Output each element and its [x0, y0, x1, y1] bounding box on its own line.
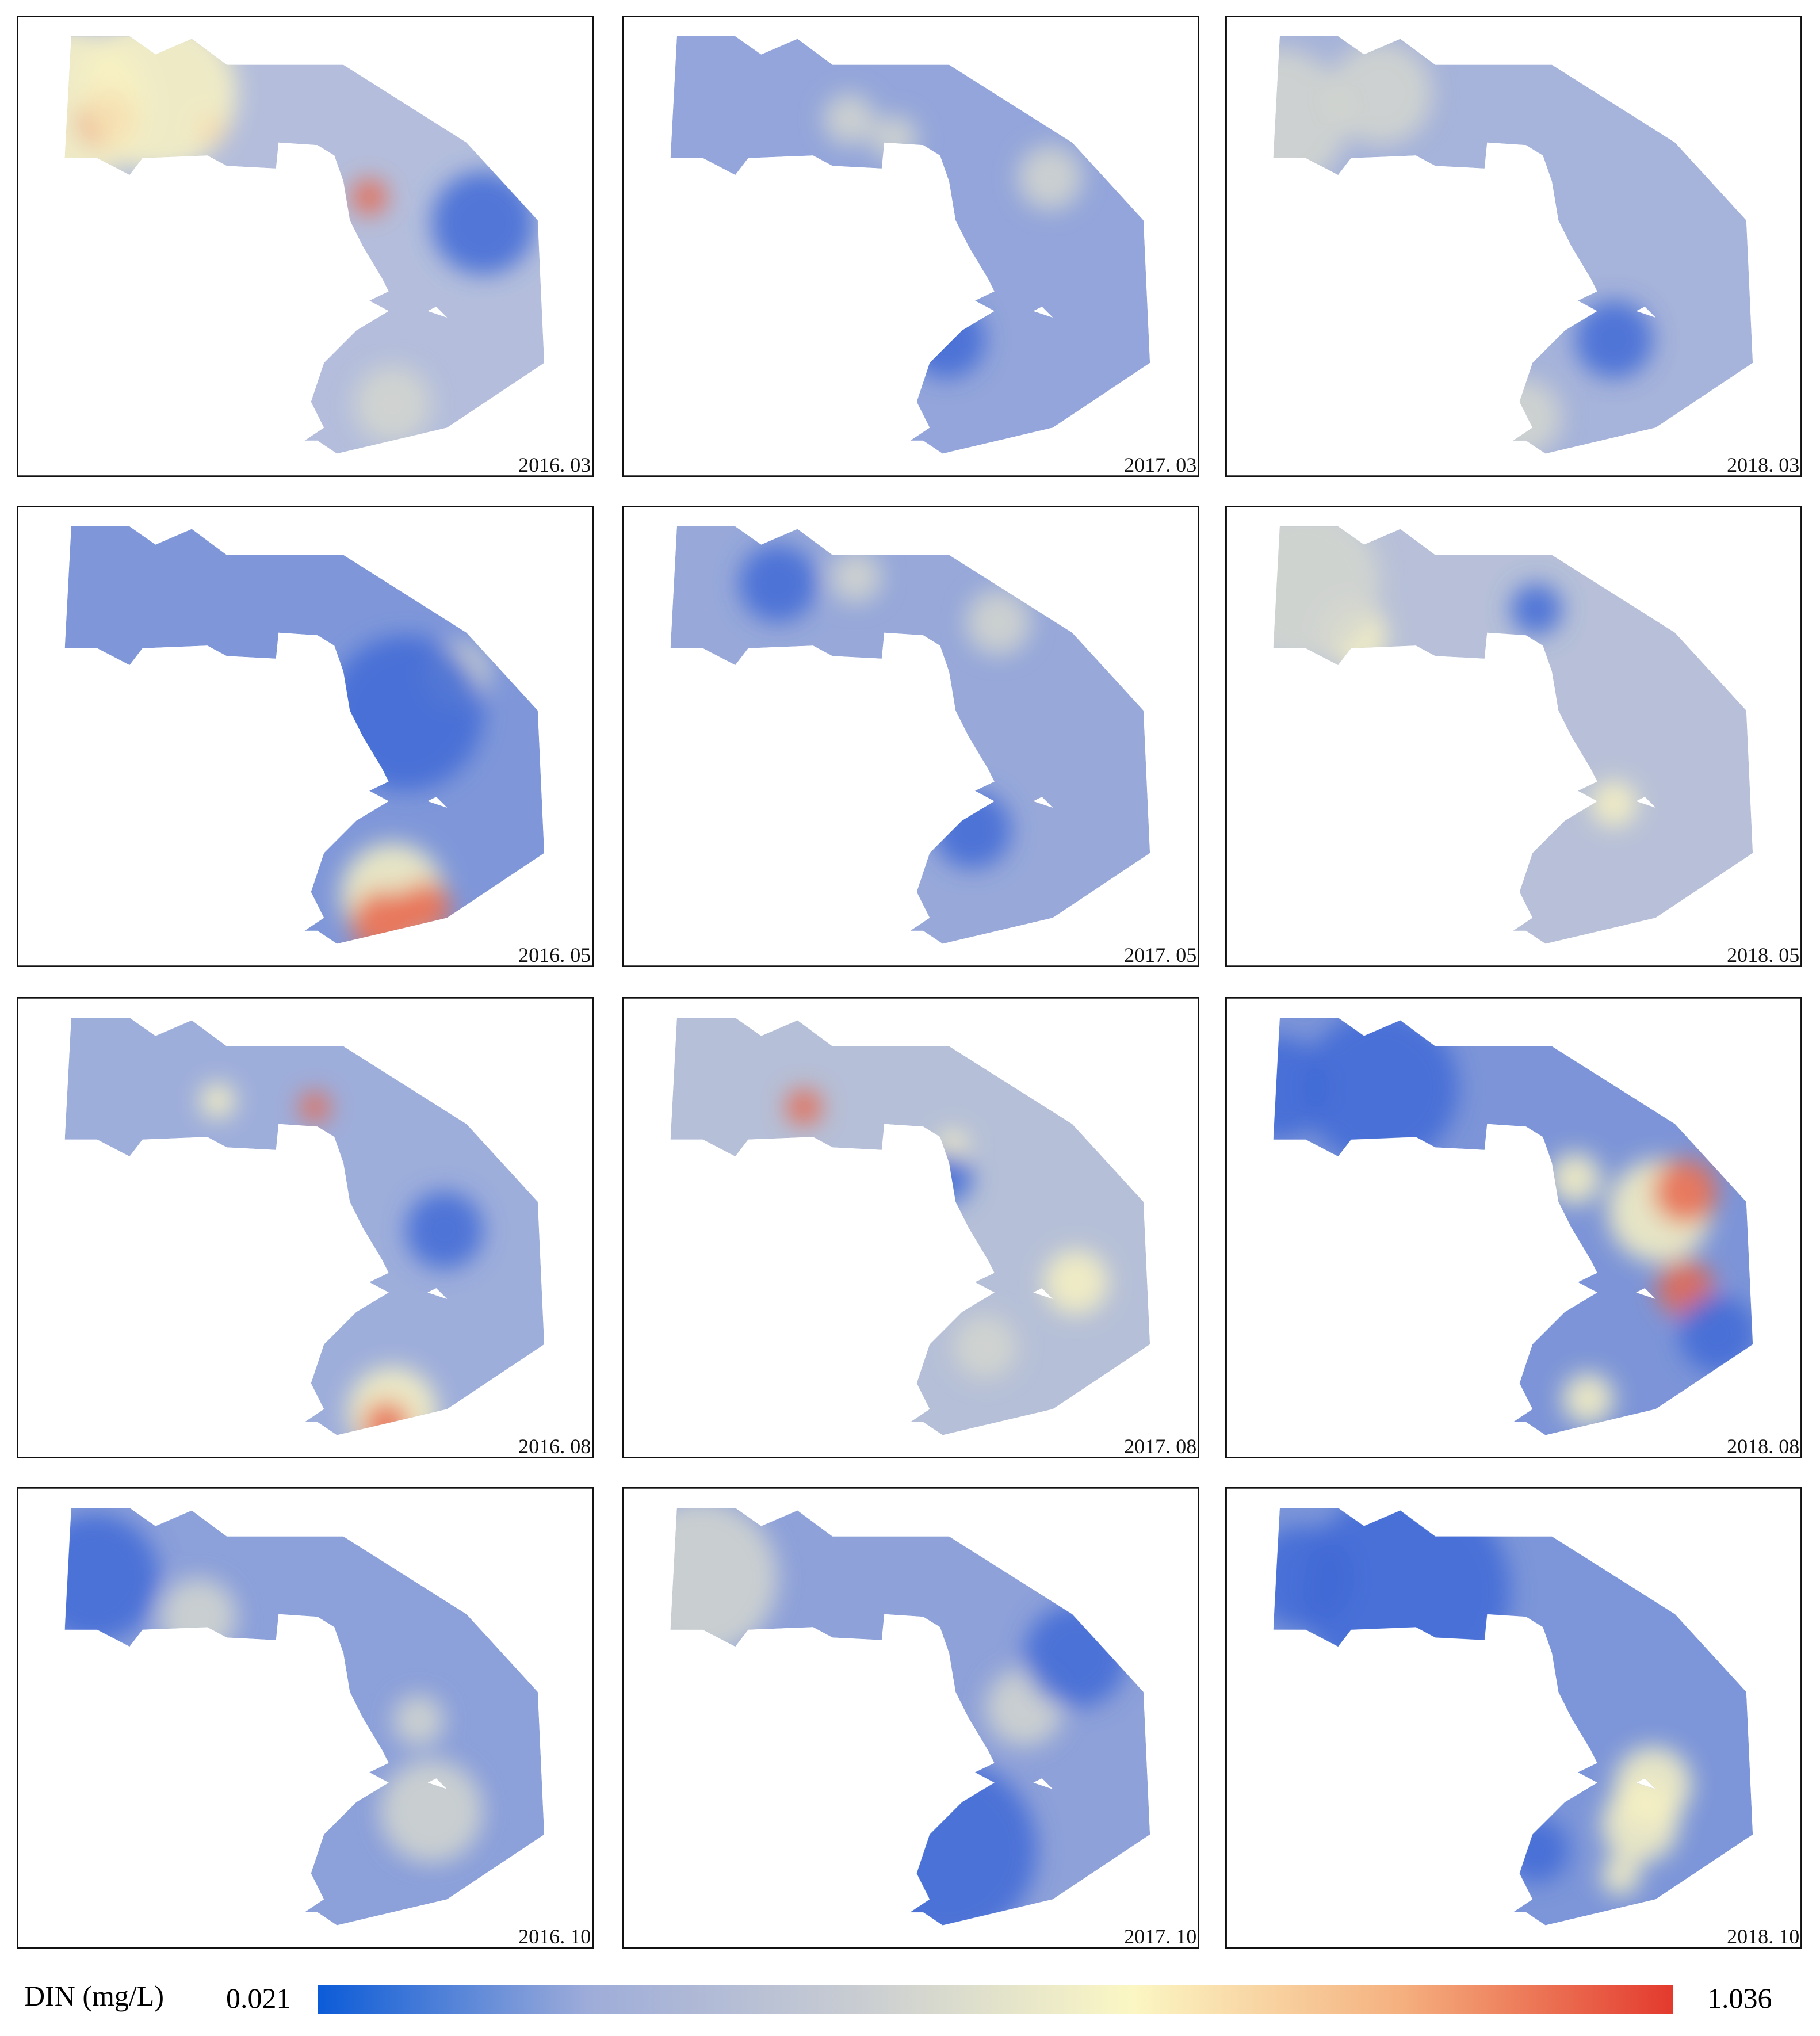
concentration-field	[739, 544, 1031, 869]
panel-label: 2016. 08	[518, 1435, 591, 1458]
map-panel: 2016. 03	[17, 16, 594, 477]
sea-area	[670, 36, 1150, 454]
map-area	[64, 36, 545, 454]
hotspot	[739, 544, 817, 622]
hotspot	[829, 551, 882, 603]
hotspot	[431, 171, 536, 275]
concentration-field	[1273, 1018, 1753, 1425]
hotspot	[199, 1082, 236, 1119]
panel-label: 2016. 03	[518, 453, 591, 476]
hotspot	[1273, 526, 1381, 662]
sea-area	[64, 526, 545, 944]
panel-label: 2018. 08	[1727, 1435, 1799, 1458]
hotspot	[823, 93, 875, 146]
map-panel: 2017. 10	[622, 1487, 1199, 1949]
hotspot	[380, 1759, 484, 1863]
colorbar-title: DIN (mg/L)	[24, 1980, 164, 2012]
map-area	[64, 1508, 545, 1926]
hotspot	[670, 1508, 778, 1656]
map-panel: 2017. 05	[622, 506, 1199, 967]
hotspot	[351, 178, 388, 215]
colorbar-min: 0.021	[226, 1982, 291, 2014]
hotspot	[1043, 1250, 1109, 1315]
colorbar-max: 1.036	[1707, 1982, 1772, 2014]
hotspot	[1601, 1857, 1641, 1896]
sea-area	[670, 1018, 1150, 1435]
hotspot	[299, 1091, 331, 1123]
panel-label: 2016. 05	[518, 943, 591, 967]
hotspot	[1653, 1159, 1718, 1224]
hotspot	[966, 590, 1031, 655]
map-area	[670, 526, 1150, 944]
panel-label: 2016. 10	[518, 1925, 591, 1948]
map-panel: 2017. 08	[622, 997, 1199, 1458]
hotspot	[1575, 300, 1653, 379]
colorbar-ramp	[318, 1985, 1673, 2014]
panel-label: 2017. 05	[1124, 943, 1196, 967]
panel-label: 2018. 05	[1727, 943, 1799, 967]
map-panel: 2016. 05	[17, 506, 594, 967]
panel-label: 2017. 03	[1124, 453, 1196, 476]
map-panel: 2018. 05	[1225, 506, 1802, 967]
hotspot	[1590, 780, 1638, 827]
hotspot	[353, 365, 432, 444]
hotspot	[1303, 1018, 1459, 1166]
hotspot	[1018, 145, 1083, 210]
hotspot	[64, 1513, 160, 1643]
map-panel: 2016. 08	[17, 997, 594, 1458]
hotspot	[392, 1694, 445, 1747]
map-panel: 2016. 10	[17, 1487, 594, 1949]
hotspot	[786, 1088, 823, 1126]
hotspot	[1614, 1746, 1692, 1824]
map-area	[1273, 1018, 1753, 1435]
panel-label: 2018. 03	[1727, 453, 1799, 476]
hotspot	[81, 36, 238, 171]
hotspot	[1273, 1036, 1329, 1140]
map-panel: 2017. 03	[622, 16, 1199, 477]
sea-area	[64, 1018, 545, 1435]
hotspot	[1329, 41, 1433, 146]
panel-label: 2017. 08	[1124, 1435, 1196, 1458]
sea-area	[670, 526, 1150, 944]
colorbar	[318, 1985, 1673, 2014]
panel-label: 2017. 10	[1124, 1925, 1196, 1948]
hotspot	[406, 1191, 484, 1270]
map-panel: 2018. 03	[1225, 16, 1802, 477]
hotspot	[1562, 1373, 1615, 1425]
hotspot	[1549, 1152, 1601, 1205]
map-panel: 2018. 10	[1225, 1487, 1802, 1949]
map-area	[670, 1508, 1150, 1926]
concentration-field	[1273, 526, 1638, 827]
hotspot	[953, 1314, 1018, 1380]
hotspot	[1510, 583, 1562, 636]
hotspot	[1678, 1295, 1753, 1373]
map-area	[1273, 526, 1753, 944]
panel-label: 2018. 10	[1727, 1925, 1799, 1948]
concentration-field	[64, 36, 536, 444]
hotspot	[1273, 48, 1349, 191]
sea-area	[1273, 526, 1753, 944]
map-panel: 2018. 08	[1225, 997, 1802, 1458]
